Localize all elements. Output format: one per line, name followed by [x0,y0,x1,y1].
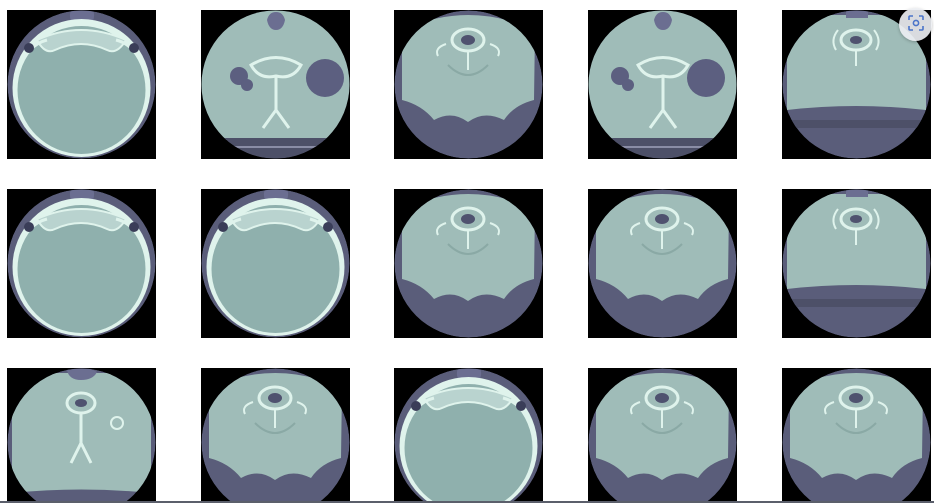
ct-scan-thumbnail[interactable] [588,189,737,338]
ct-scan-image [201,189,350,338]
ct-scan-image [394,368,543,503]
ct-scan-thumbnail[interactable] [588,10,737,159]
ct-scan-image [588,189,737,338]
ct-scan-image [201,368,350,503]
ct-scan-thumbnail[interactable] [201,368,350,503]
ct-scan-thumbnail[interactable] [394,10,543,159]
ct-scan-thumbnail[interactable] [394,189,543,338]
ct-scan-image [394,10,543,159]
ct-scan-image [782,10,931,159]
ct-scan-thumbnail[interactable] [782,368,931,503]
ct-scan-image [588,10,737,159]
ct-scan-thumbnail[interactable] [394,368,543,503]
ct-scan-thumbnail[interactable] [7,368,156,503]
ct-scan-image [782,368,931,503]
ct-scan-image [7,368,156,503]
ct-scan-thumbnail[interactable] [7,10,156,159]
ct-scan-image [7,189,156,338]
ct-scan-image [782,189,931,338]
bottom-divider [0,501,934,503]
ct-scan-thumbnail[interactable] [782,189,931,338]
ct-scan-thumbnail[interactable] [588,368,737,503]
ct-scan-thumbnail[interactable] [7,189,156,338]
ct-scan-image [7,10,156,159]
visual-search-button[interactable] [899,8,932,41]
ct-scan-image [394,189,543,338]
ct-scan-thumbnail[interactable] [201,189,350,338]
ct-scan-image [201,10,350,159]
ct-scan-thumbnail[interactable] [201,10,350,159]
ct-scan-image [588,368,737,503]
visual-search-icon [907,14,925,36]
